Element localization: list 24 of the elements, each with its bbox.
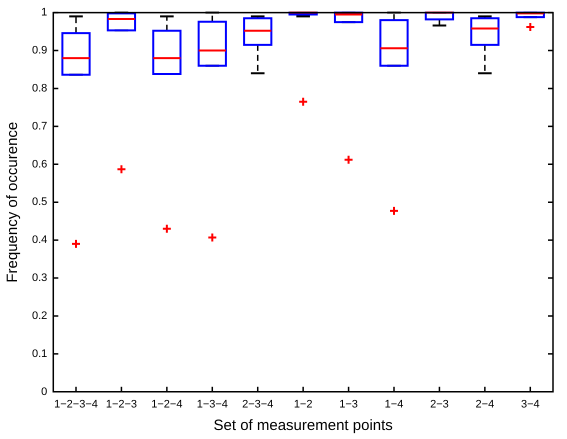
- y-tick-label: 0: [41, 386, 48, 398]
- y-tick-label: 0.5: [32, 196, 48, 208]
- y-tick-label: 0.4: [32, 234, 48, 246]
- y-tick-label: 0.2: [32, 310, 48, 322]
- x-tick-label: 2−3−4: [242, 398, 274, 410]
- x-tick-label: 1−2−3−4: [54, 398, 98, 410]
- y-tick-label: 1: [41, 6, 48, 19]
- x-tick-label: 2−4: [476, 398, 494, 410]
- y-tick-label: 0.8: [32, 82, 48, 94]
- x-tick-label: 1−3: [339, 398, 358, 410]
- y-axis-title: Frequency of occurence: [4, 122, 22, 283]
- x-axis-title: Set of measurement points: [214, 417, 393, 434]
- y-tick-label: 0.1: [32, 348, 48, 360]
- x-tick-label: 3−4: [520, 398, 540, 410]
- y-tick-label: 0.3: [32, 272, 48, 284]
- y-tick-label: 0.9: [32, 44, 48, 57]
- x-tick-label: 1−2−4: [151, 398, 182, 410]
- x-tick-label: 2−3: [430, 398, 449, 410]
- x-tick-label: 1−4: [384, 398, 404, 410]
- x-tick-label: 1−3−4: [196, 398, 228, 410]
- y-tick-label: 0.7: [32, 120, 48, 132]
- y-tick-label: 0.6: [32, 158, 48, 170]
- x-tick-label: 1−2−3: [106, 398, 138, 410]
- x-tick-label: 1−2: [294, 398, 312, 410]
